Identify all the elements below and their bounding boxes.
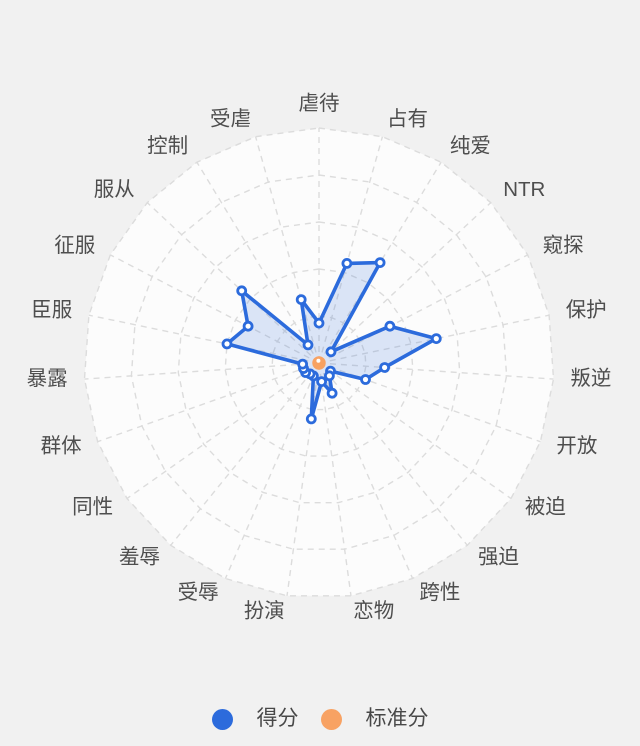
axis-label-11: 恋物 bbox=[353, 600, 394, 623]
axis-label-5: 保护 bbox=[566, 299, 607, 322]
series-point-0 bbox=[384, 320, 396, 332]
legend-dot-score-icon bbox=[211, 708, 233, 730]
axis-label-16: 群体 bbox=[41, 434, 82, 457]
axis-label-3: NTR bbox=[503, 178, 545, 201]
series-polygon-0 bbox=[225, 260, 439, 421]
series-point-0 bbox=[242, 320, 254, 332]
series-point-0 bbox=[305, 413, 317, 425]
legend-dot-standard-icon bbox=[320, 708, 342, 730]
series-point-0 bbox=[302, 339, 314, 351]
axis-label-13: 受辱 bbox=[178, 581, 219, 604]
axis-label-8: 被迫 bbox=[525, 495, 566, 518]
axis-label-14: 羞辱 bbox=[119, 546, 160, 569]
axis-label-4: 窥探 bbox=[543, 234, 584, 257]
legend: 得分 标准分 bbox=[0, 708, 640, 730]
series-point-0 bbox=[379, 362, 391, 373]
series-point-1 bbox=[313, 356, 323, 366]
series-point-0 bbox=[374, 257, 386, 269]
axis-label-18: 臣服 bbox=[31, 299, 72, 322]
axis-label-12: 扮演 bbox=[244, 600, 285, 623]
series-point-0 bbox=[236, 285, 248, 297]
series-point-0 bbox=[323, 370, 335, 382]
series-point-0 bbox=[325, 346, 337, 358]
axis-label-21: 控制 bbox=[147, 135, 188, 158]
legend-item-standard[interactable]: 标准分 bbox=[320, 707, 429, 730]
axis-label-17: 暴露 bbox=[27, 367, 68, 390]
legend-label-standard: 标准分 bbox=[365, 707, 429, 730]
radar-grid-ring bbox=[130, 174, 508, 550]
legend-label-score: 得分 bbox=[256, 707, 299, 730]
axis-label-6: 叛逆 bbox=[570, 367, 611, 390]
axis-label-15: 同性 bbox=[72, 495, 113, 518]
axis-label-10: 跨性 bbox=[419, 581, 460, 604]
axis-label-7: 开放 bbox=[556, 434, 597, 457]
legend-item-score[interactable]: 得分 bbox=[211, 707, 299, 730]
axis-label-2: 纯爱 bbox=[450, 135, 491, 158]
series-point-0 bbox=[360, 374, 371, 385]
axis-label-22: 受虐 bbox=[210, 107, 251, 130]
series-point-0 bbox=[221, 338, 233, 350]
axis-label-9: 强迫 bbox=[478, 546, 519, 569]
axis-label-19: 征服 bbox=[54, 234, 95, 257]
axis-label-20: 服从 bbox=[94, 178, 135, 201]
axis-label-0: 虐待 bbox=[299, 92, 340, 115]
series-point-0 bbox=[297, 358, 309, 370]
series-point-0 bbox=[430, 333, 442, 345]
axis-label-1: 占有 bbox=[387, 107, 428, 130]
series-point-0 bbox=[316, 376, 328, 388]
radar-grid-ring bbox=[177, 221, 461, 504]
series-point-0 bbox=[313, 317, 325, 329]
series-point-0 bbox=[341, 257, 353, 269]
series-point-0 bbox=[295, 294, 307, 306]
series-point-0 bbox=[326, 387, 338, 399]
